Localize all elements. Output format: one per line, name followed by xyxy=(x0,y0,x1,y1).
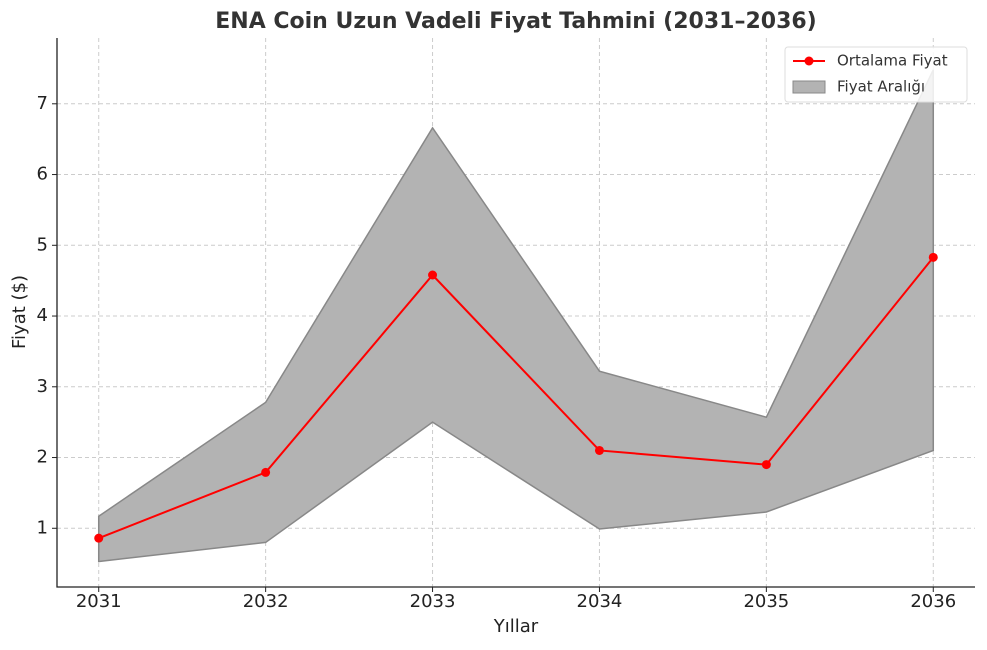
x-tick-label: 2031 xyxy=(76,591,122,612)
x-tick-label: 2036 xyxy=(910,591,956,612)
x-tick-label: 2034 xyxy=(577,591,623,612)
y-tick-label: 2 xyxy=(37,447,48,468)
x-axis-label: Yıllar xyxy=(493,616,539,637)
point xyxy=(261,467,271,477)
point xyxy=(94,533,104,543)
y-tick-label: 4 xyxy=(37,305,48,326)
x-tick-label: 2033 xyxy=(410,591,456,612)
x-tick-label: 2035 xyxy=(743,591,789,612)
point xyxy=(928,252,938,262)
x-tick-label: 2032 xyxy=(243,591,289,612)
legend-marker xyxy=(804,56,814,66)
y-tick-label: 5 xyxy=(37,234,48,255)
y-tick-label: 1 xyxy=(37,517,48,538)
legend-swatch xyxy=(792,80,826,94)
range-area xyxy=(97,69,935,563)
y-tick-label: 6 xyxy=(37,164,48,185)
line xyxy=(98,256,935,540)
legend-label: Fiyat Aralığı xyxy=(837,78,925,96)
point xyxy=(428,270,438,280)
chart-title: ENA Coin Uzun Vadeli Fiyat Tahmini (2031… xyxy=(215,9,817,34)
y-tick-label: 7 xyxy=(37,93,48,114)
y-tick-label: 3 xyxy=(37,376,48,397)
legend-box xyxy=(784,46,968,103)
axes xyxy=(56,38,975,588)
point xyxy=(761,460,771,470)
y-axis-label: Fiyat ($) xyxy=(9,275,30,349)
legend-label: Ortalama Fiyat xyxy=(837,52,948,70)
point xyxy=(594,445,604,455)
